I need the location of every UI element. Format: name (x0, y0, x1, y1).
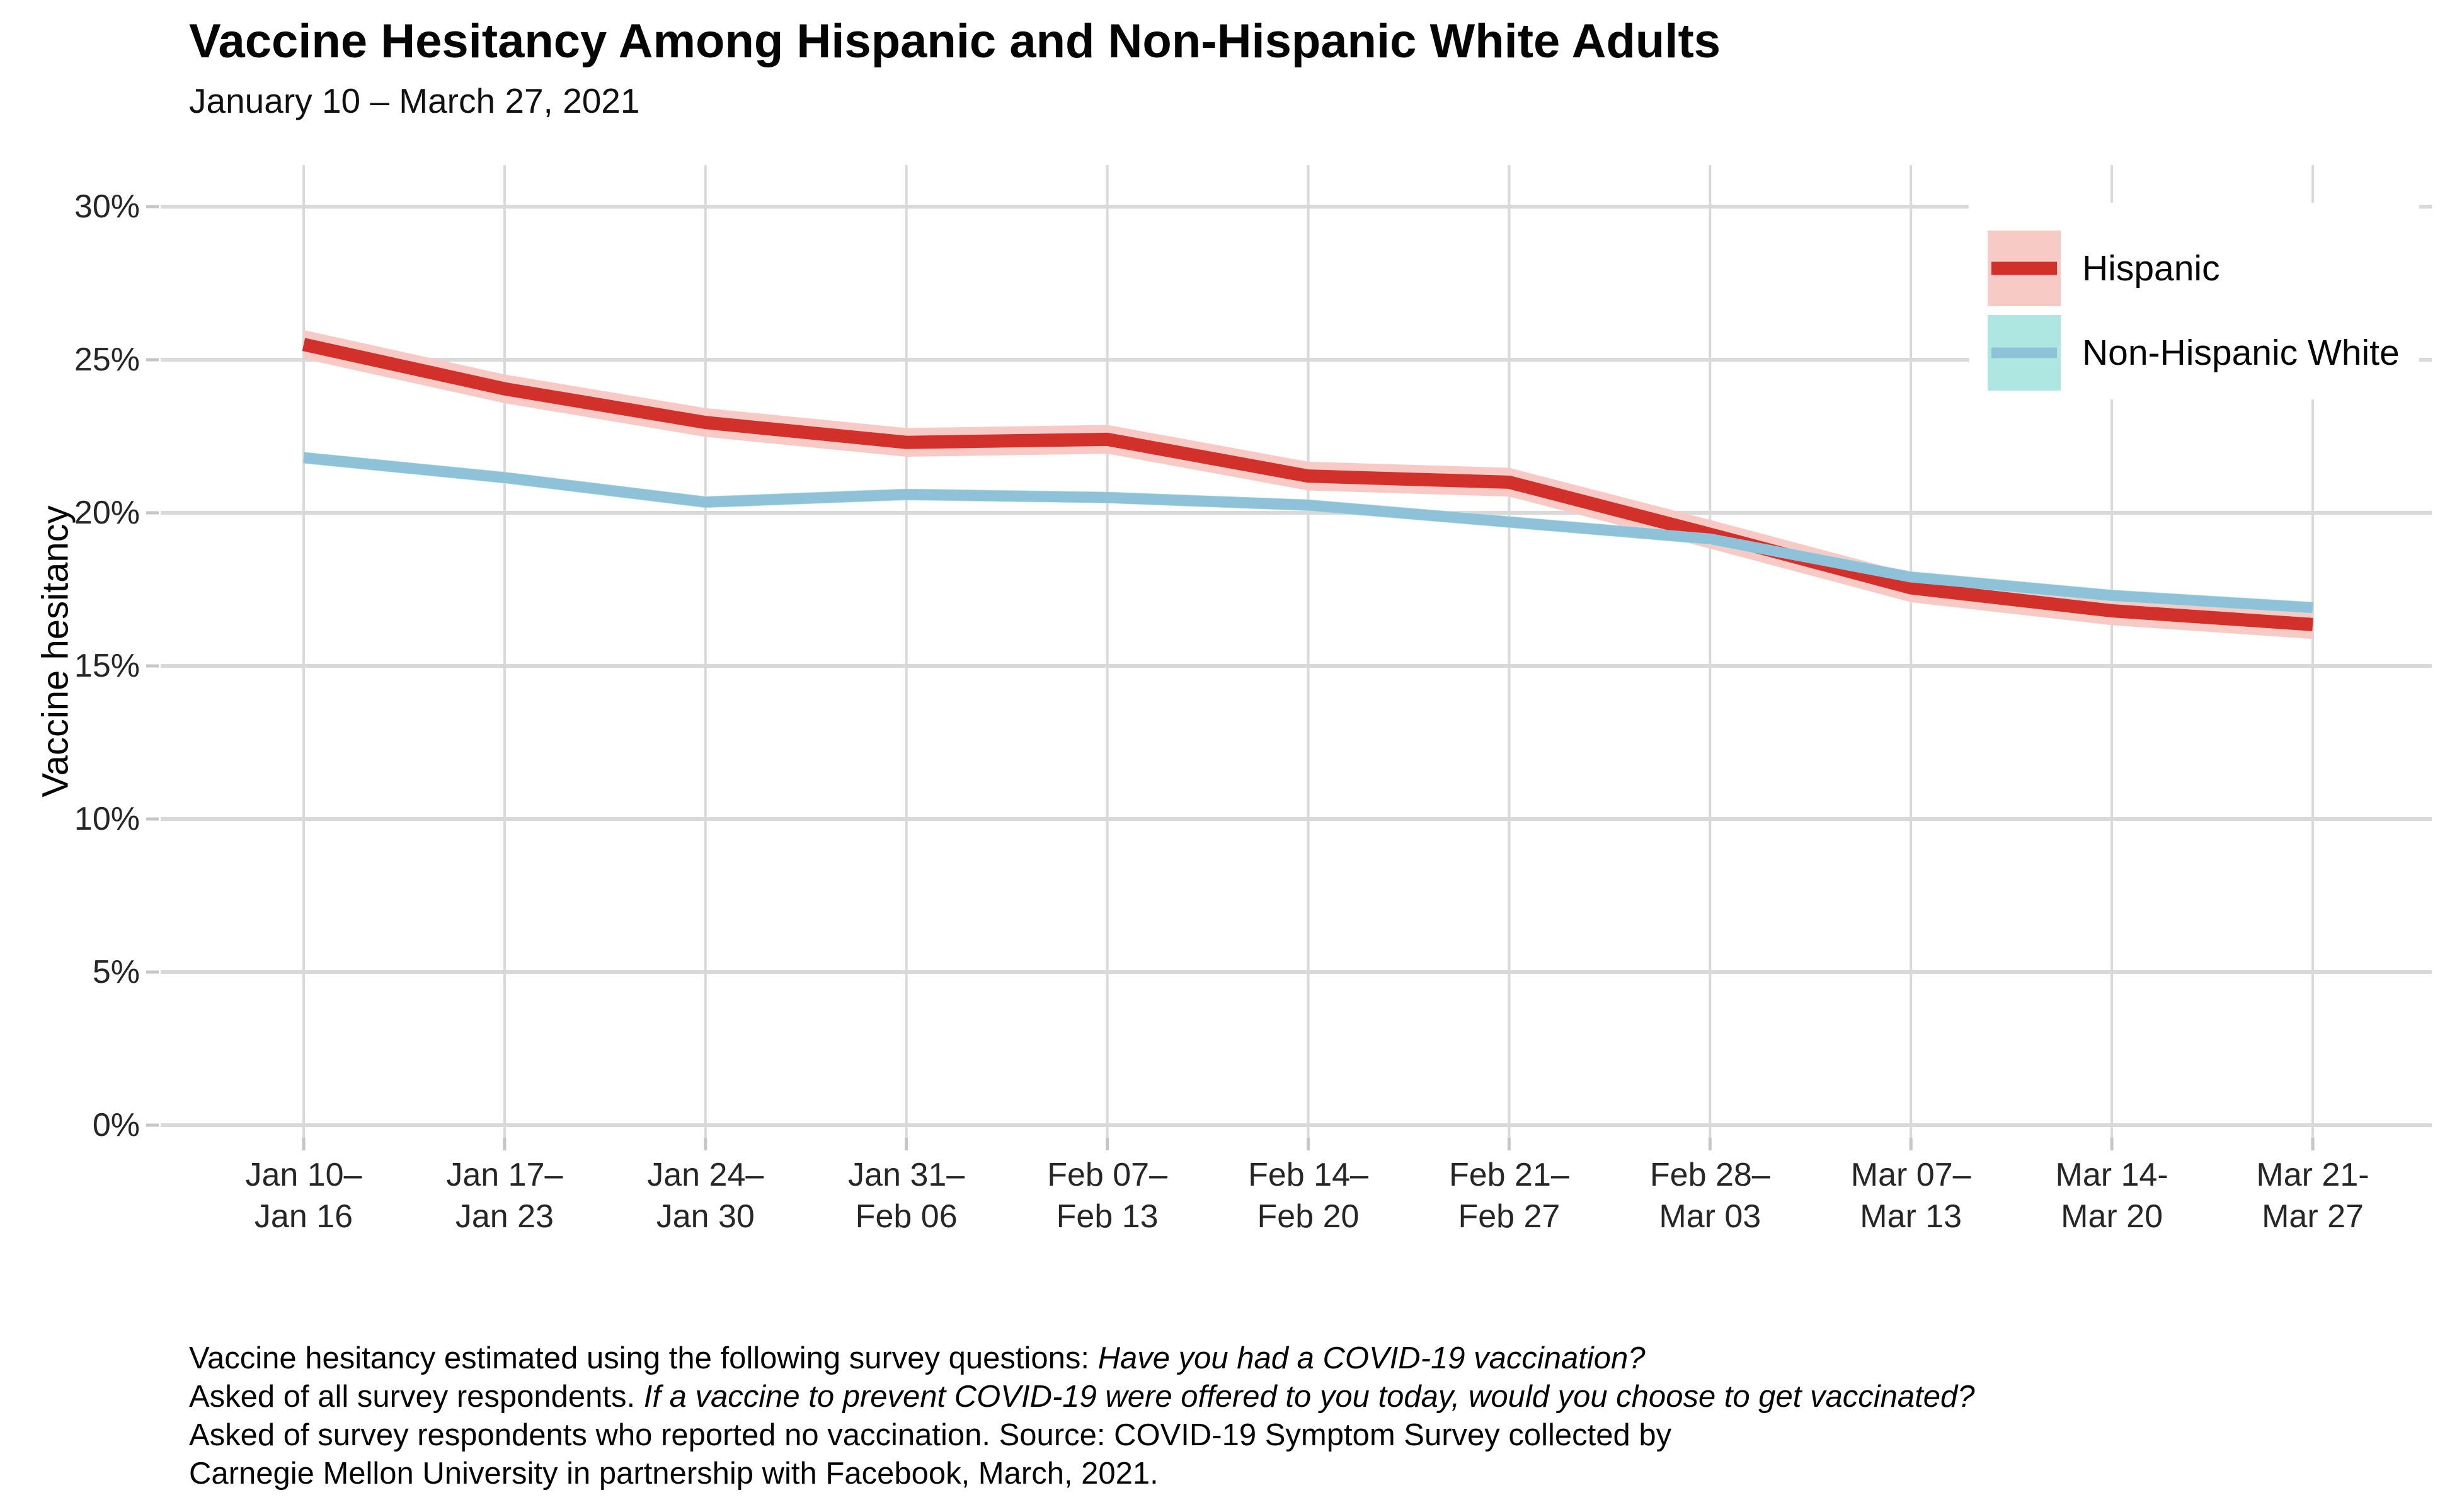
caption-text: Carnegie Mellon University in partnershi… (189, 1457, 1159, 1491)
x-tick-label-line: Jan 10– (245, 1157, 362, 1193)
caption-text: Asked of all survey respondents. (189, 1380, 644, 1414)
x-tick-label: Feb 21– Feb 27 (1377, 1154, 1641, 1237)
x-tick-label-line: Jan 17– (446, 1157, 563, 1193)
x-tick-label: Jan 17– Jan 23 (372, 1154, 637, 1237)
x-tick-label-line: Jan 16 (254, 1198, 353, 1235)
x-tick-label-line: Mar 13 (1860, 1198, 1962, 1235)
caption-line: Vaccine hesitancy estimated using the fo… (189, 1339, 1975, 1378)
x-tick-label-line: Mar 27 (2262, 1198, 2364, 1235)
legend-key-line (1991, 347, 2057, 358)
x-tick-label-line: Mar 14- (2055, 1157, 2168, 1193)
y-tick-label: 30% (74, 188, 140, 225)
caption-text: Vaccine hesitancy estimated using the fo… (189, 1341, 1098, 1375)
x-tick-label: Mar 21- Mar 27 (2180, 1154, 2445, 1237)
caption-line: Asked of all survey respondents. If a va… (189, 1378, 1975, 1416)
x-tick-label-line: Jan 23 (455, 1198, 554, 1235)
legend-key-swatch (1988, 231, 2061, 306)
x-tick-label: Feb 14– Feb 20 (1176, 1154, 1441, 1237)
caption-line: Carnegie Mellon University in partnershi… (189, 1455, 1975, 1493)
legend-label: Non-Hispanic White (2082, 333, 2400, 373)
legend-entry: Non-Hispanic White (1988, 315, 2400, 391)
data-line-hispanic (302, 338, 2313, 631)
legend-entry: Hispanic (1988, 231, 2220, 306)
caption-line: Asked of survey respondents who reported… (189, 1416, 1975, 1455)
x-tick-label-line: Jan 24– (647, 1157, 764, 1193)
x-tick-label-line: Mar 03 (1659, 1198, 1761, 1235)
x-tick-label: Jan 10– Jan 16 (171, 1154, 436, 1237)
x-tick-label-line: Jan 30 (656, 1198, 755, 1235)
x-tick-label-line: Feb 07– (1047, 1157, 1167, 1193)
legend-key-swatch (1988, 315, 2061, 391)
data-line-non-hispanic-white (303, 452, 2313, 614)
y-tick-label: 5% (92, 954, 140, 990)
y-tick-label: 20% (74, 495, 140, 531)
legend-key-line (1991, 261, 2057, 275)
x-tick-label-line: Feb 28– (1649, 1157, 1770, 1193)
plot-panel (146, 165, 2432, 1150)
x-tick-label-line: Mar 07– (1850, 1157, 1971, 1193)
x-tick-label-line: Feb 21– (1448, 1157, 1569, 1193)
y-tick-label: 25% (74, 341, 140, 378)
caption-survey-question: If a vaccine to prevent COVID-19 were of… (643, 1380, 1975, 1414)
x-tick-label-line: Feb 13 (1056, 1198, 1159, 1235)
x-tick-label: Mar 14- Mar 20 (1979, 1154, 2244, 1237)
caption-survey-question: Have you had a COVID-19 vaccination? (1097, 1341, 1646, 1375)
x-tick-label-line: Feb 14– (1248, 1157, 1368, 1193)
x-tick-label: Feb 07– Feb 13 (975, 1154, 1240, 1237)
chart-title: Vaccine Hesitancy Among Hispanic and Non… (189, 14, 1721, 68)
x-tick-label: Feb 28– Mar 03 (1578, 1154, 1842, 1237)
x-tick-label: Jan 24– Jan 30 (573, 1154, 838, 1237)
y-tick-label: 0% (92, 1107, 140, 1143)
x-tick-label-line: Jan 31– (848, 1157, 965, 1193)
caption: Vaccine hesitancy estimated using the fo… (189, 1339, 1975, 1493)
caption-text: Asked of survey respondents who reported… (189, 1418, 1672, 1452)
x-tick-label: Jan 31– Feb 06 (774, 1154, 1039, 1237)
chart-subtitle: January 10 – March 27, 2021 (189, 81, 640, 120)
x-tick-label-line: Feb 20 (1257, 1198, 1360, 1235)
legend-label: Hispanic (2082, 248, 2220, 289)
x-tick-label: Mar 07– Mar 13 (1778, 1154, 2043, 1237)
x-tick-label-line: Mar 21- (2256, 1157, 2369, 1193)
legend: Hispanic Non-Hispanic White (1969, 203, 2419, 399)
x-tick-label-line: Feb 27 (1458, 1198, 1561, 1235)
y-tick-label: 15% (74, 648, 140, 684)
y-tick-label: 10% (74, 801, 140, 837)
x-tick-label-line: Feb 06 (855, 1198, 958, 1235)
x-tick-label-line: Mar 20 (2061, 1198, 2163, 1235)
